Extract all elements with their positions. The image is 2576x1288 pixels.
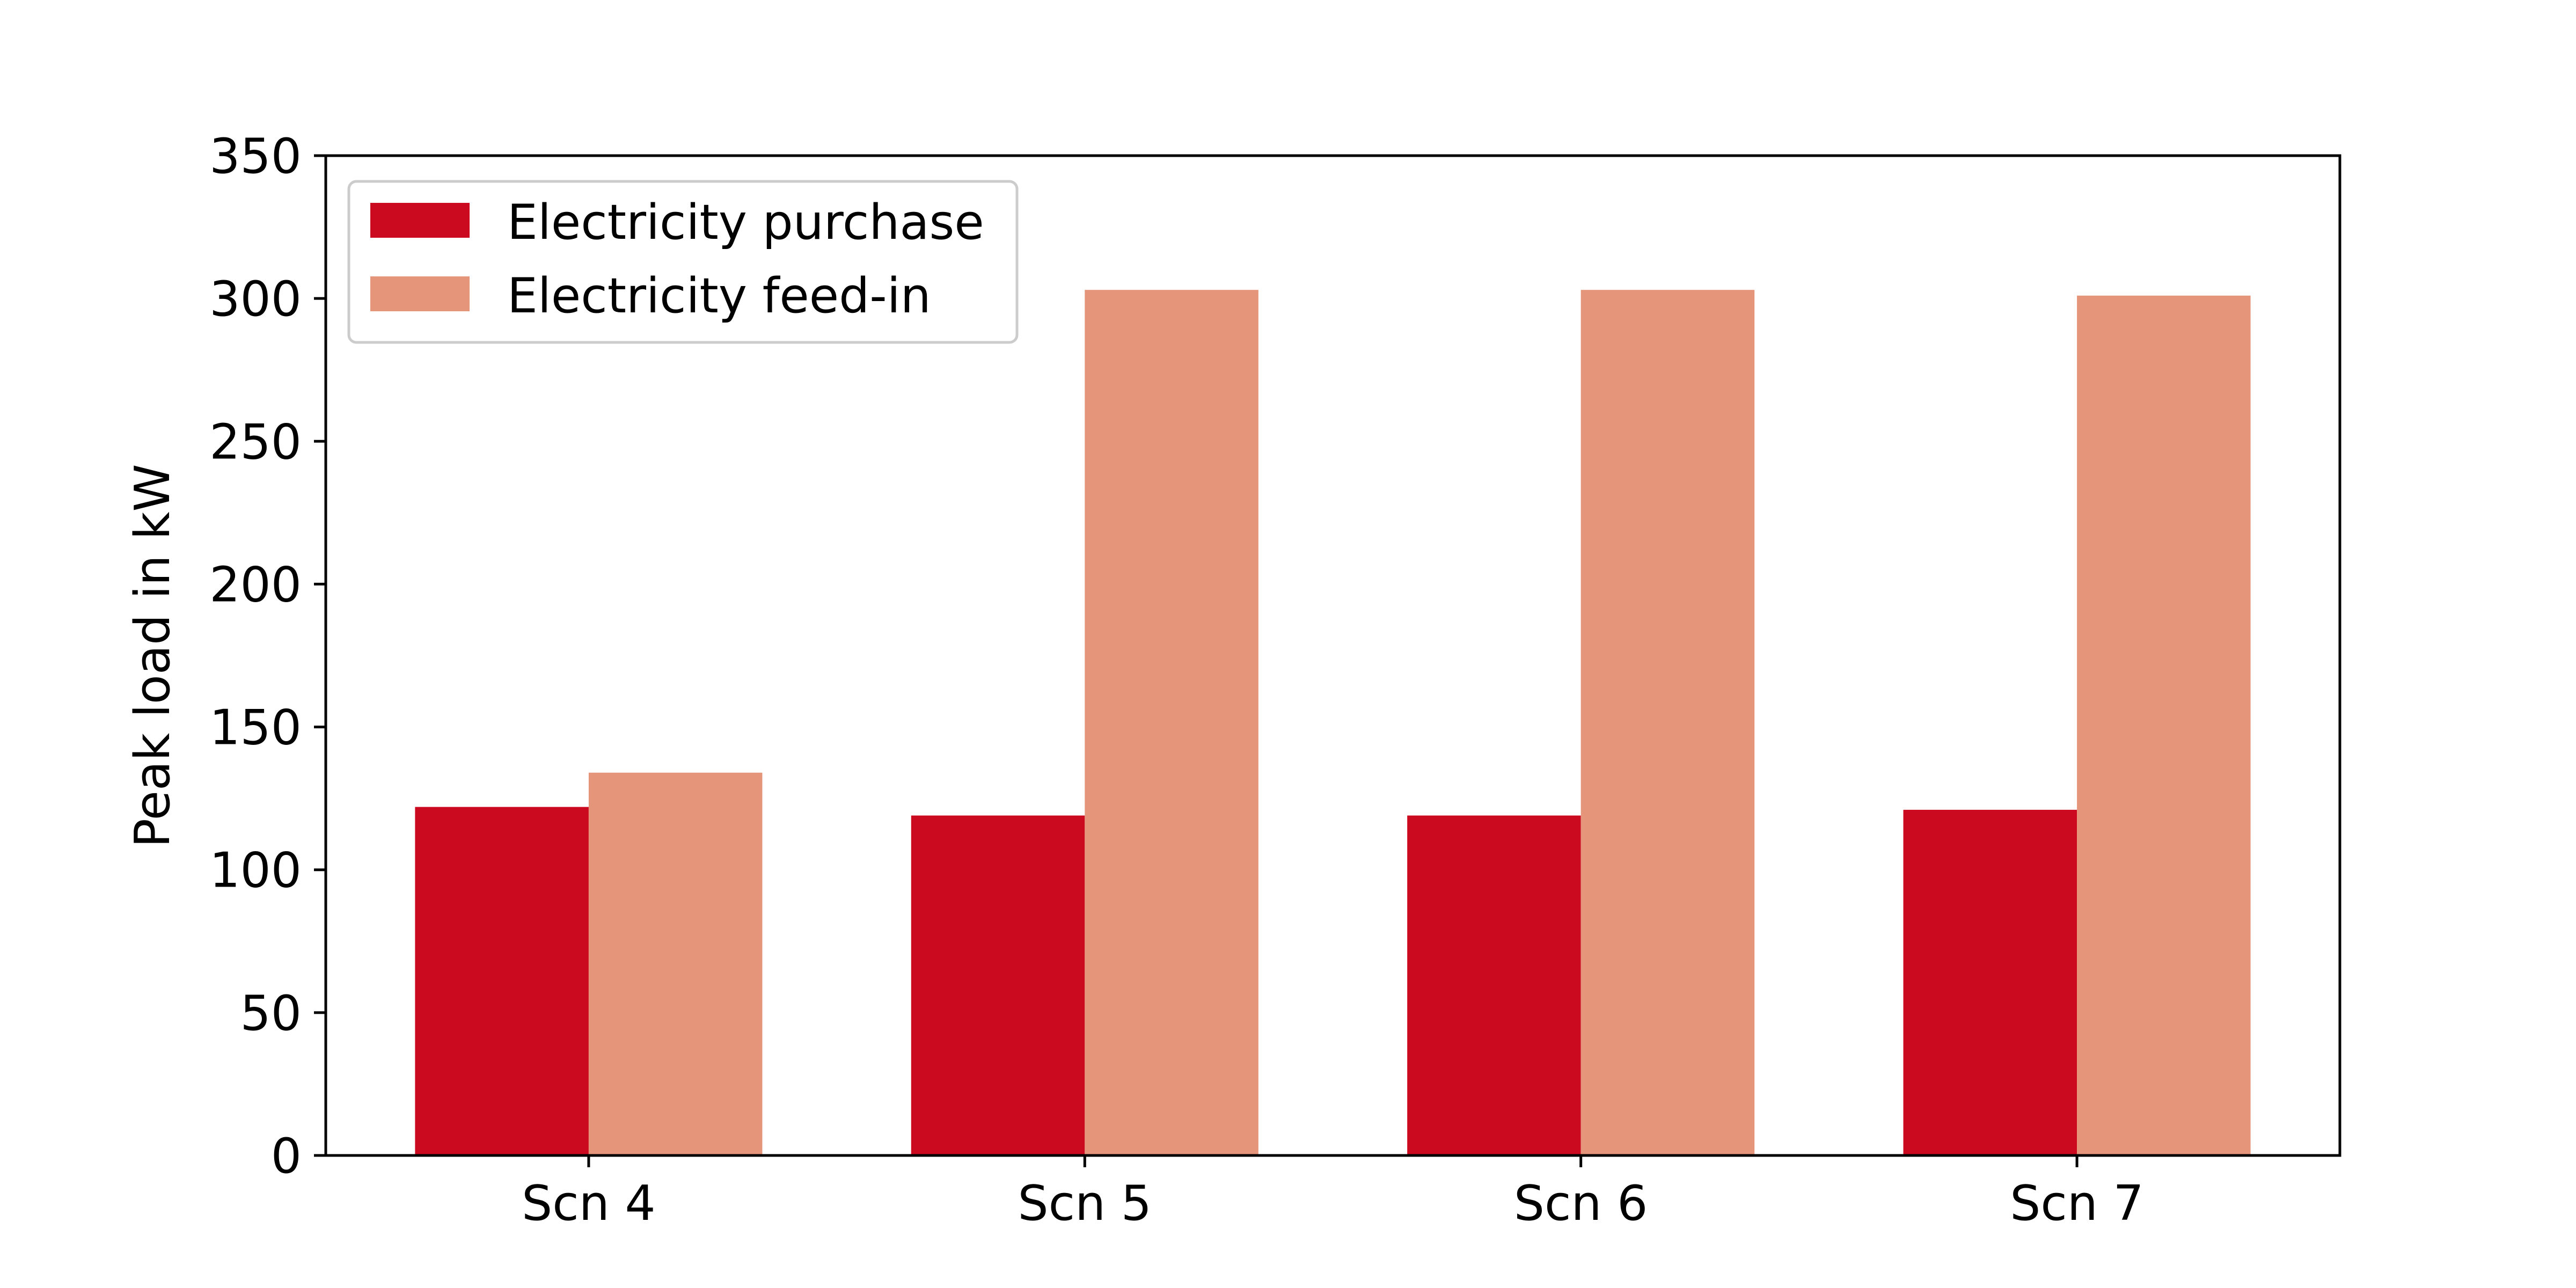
legend-label-electricity-feed-in: Electricity feed-in [507, 268, 931, 324]
y-tick-label: 200 [209, 557, 302, 613]
y-axis: 0 50 100 150 200 250 300 350 [209, 128, 326, 1184]
y-tick-label: 350 [209, 128, 302, 185]
legend-frame [347, 180, 1019, 344]
bar-electricity-purchase-scn-4 [415, 807, 589, 1155]
y-tick-label: 50 [240, 985, 302, 1042]
x-tick-label-scn-7: Scn 7 [2010, 1175, 2144, 1232]
y-tick-label: 300 [209, 271, 302, 327]
bar-electricity-feed-in-scn-7 [2077, 295, 2251, 1155]
y-tick-label: 250 [209, 414, 302, 470]
y-tick-label: 0 [271, 1128, 302, 1184]
bars-layer [415, 290, 2251, 1155]
bar-electricity-purchase-scn-6 [1407, 815, 1581, 1155]
x-axis: Scn 4 Scn 5 Scn 6 Scn 7 [522, 1155, 2144, 1232]
x-tick-label-scn-6: Scn 6 [1514, 1175, 1648, 1232]
legend-swatch-electricity-purchase [370, 203, 470, 238]
x-tick-label-scn-4: Scn 4 [522, 1175, 656, 1232]
legend-swatch-electricity-feed-in [370, 276, 470, 311]
bar-electricity-purchase-scn-5 [911, 815, 1085, 1155]
bar-electricity-feed-in-scn-6 [1580, 290, 1755, 1155]
y-tick-label: 150 [209, 700, 302, 756]
bar-electricity-feed-in-scn-4 [588, 772, 763, 1155]
y-axis-title: Peak load in kW [125, 464, 181, 847]
y-tick-label: 100 [209, 843, 302, 899]
bar-electricity-feed-in-scn-5 [1085, 290, 1258, 1155]
plot-frame [324, 154, 2341, 1157]
legend: Electricity purchase Electricity feed-in [347, 180, 1019, 344]
x-tick-label-scn-5: Scn 5 [1018, 1175, 1152, 1232]
legend-label-electricity-purchase: Electricity purchase [507, 194, 984, 251]
bar-electricity-purchase-scn-7 [1903, 809, 2077, 1155]
